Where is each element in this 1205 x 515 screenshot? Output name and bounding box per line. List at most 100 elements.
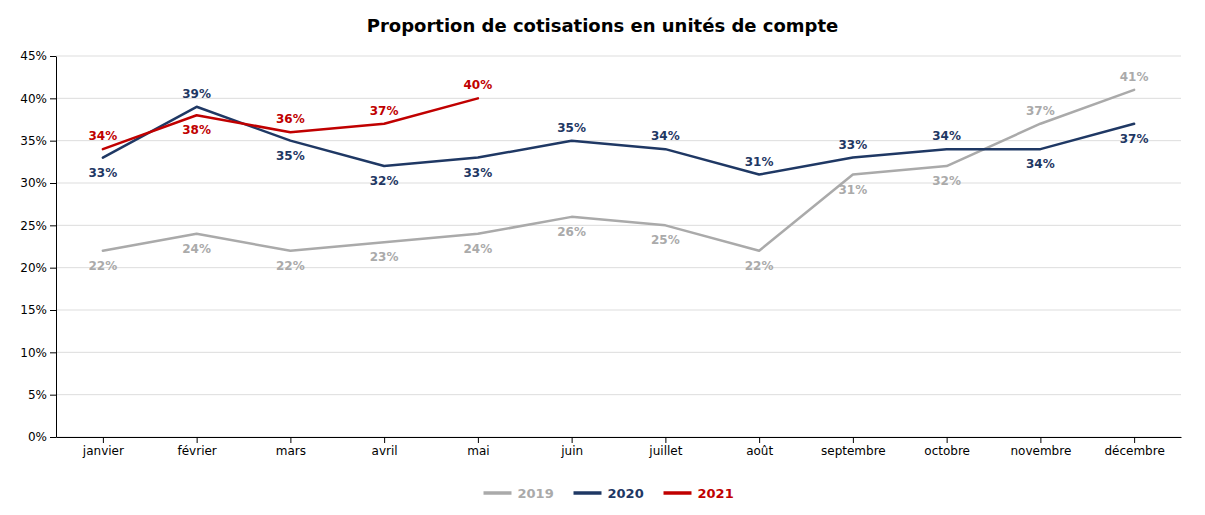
legend-item: 2019	[484, 486, 554, 501]
grid-line	[56, 98, 1181, 99]
y-axis: 0% 5% 10% 15% 20% 25% 30% 35% 40% 45%	[20, 49, 56, 444]
legend-label: 2021	[698, 486, 734, 501]
grid-line	[56, 56, 1181, 57]
data-label: 32%	[932, 174, 961, 188]
x-tick-label: octobre	[924, 444, 970, 458]
grid-line	[56, 267, 1181, 268]
y-axis-line	[56, 57, 57, 438]
data-label: 37%	[1120, 132, 1149, 146]
x-tick-mark	[665, 437, 666, 443]
x-tick-label: mars	[276, 444, 306, 458]
legend-item: 2021	[664, 486, 734, 501]
x-tick-mark	[572, 437, 573, 443]
y-tick-mark	[50, 56, 56, 57]
y-tick: 15%	[20, 303, 56, 317]
lines	[103, 90, 1134, 251]
y-tick-mark	[50, 395, 56, 396]
data-label: 33%	[89, 166, 118, 180]
x-tick-label: janvier	[82, 444, 124, 458]
x-tick-label: mai	[467, 444, 489, 458]
data-label: 22%	[745, 259, 774, 273]
y-tick: 10%	[20, 346, 56, 360]
x-tick-mark	[197, 437, 198, 443]
x-tick: août	[746, 437, 773, 458]
y-tick-mark	[50, 310, 56, 311]
x-tick-label: février	[177, 444, 216, 458]
grid-line	[56, 183, 1181, 184]
data-label: 34%	[932, 129, 961, 143]
data-label: 22%	[276, 259, 305, 273]
y-tick-label: 10%	[20, 346, 47, 360]
y-tick-mark	[50, 437, 56, 438]
y-tick: 30%	[20, 176, 56, 190]
legend: 201920202021	[484, 486, 734, 501]
y-tick-label: 35%	[20, 134, 47, 148]
x-tick-mark	[478, 437, 479, 443]
x-tick-mark	[759, 437, 760, 443]
y-tick-label: 5%	[28, 388, 47, 402]
series-line	[103, 107, 1134, 175]
y-tick: 25%	[20, 219, 56, 233]
data-label: 39%	[182, 87, 211, 101]
y-tick-mark	[50, 352, 56, 353]
x-tick-mark	[290, 437, 291, 443]
y-tick-label: 45%	[20, 49, 47, 63]
data-label: 31%	[745, 155, 774, 169]
y-tick-label: 40%	[20, 92, 47, 106]
y-tick: 45%	[20, 49, 56, 63]
x-tick: juin	[560, 437, 583, 458]
plot-area: 0% 5% 10% 15% 20% 25% 30% 35% 40% 45% janvier févri…	[20, 49, 1181, 457]
x-tick-label: novembre	[1010, 444, 1071, 458]
x-tick-mark	[947, 437, 948, 443]
x-tick: octobre	[924, 437, 970, 458]
y-tick-label: 15%	[20, 303, 47, 317]
x-tick-label: juillet	[648, 444, 682, 458]
x-axis-line	[57, 437, 1182, 438]
data-label: 37%	[1026, 104, 1055, 118]
x-tick-label: août	[746, 444, 773, 458]
x-tick: novembre	[1010, 437, 1071, 458]
data-label: 41%	[1120, 70, 1149, 84]
data-label: 22%	[89, 259, 118, 273]
data-labels: 22%24%22%23%24%26%25%22%31%32%37%41%33%3…	[89, 70, 1149, 273]
legend-label: 2019	[518, 486, 554, 501]
data-label: 36%	[276, 112, 305, 126]
data-label: 37%	[370, 104, 399, 118]
data-label: 35%	[276, 149, 305, 163]
data-label: 23%	[370, 250, 399, 264]
x-tick: février	[177, 437, 216, 458]
title: Proportion de cotisations en unités de c…	[367, 15, 838, 36]
y-tick: 35%	[20, 134, 56, 148]
x-axis: janvier février mars avril mai juin juillet aoû…	[57, 437, 1182, 458]
legend-swatch	[484, 491, 512, 495]
x-tick-label: avril	[372, 444, 398, 458]
data-label: 33%	[464, 166, 493, 180]
x-tick-mark	[1134, 437, 1135, 443]
legend-swatch	[664, 491, 692, 495]
x-tick-label: septembre	[821, 444, 886, 458]
y-tick-label: 20%	[20, 261, 47, 275]
grid-line	[56, 352, 1181, 353]
x-tick: mars	[276, 437, 306, 458]
y-tick-mark	[50, 141, 56, 142]
grid-line	[56, 310, 1181, 311]
data-label: 35%	[557, 121, 586, 135]
y-tick-label: 0%	[28, 430, 47, 444]
x-tick: janvier	[82, 437, 124, 458]
chart: 0% 5% 10% 15% 20% 25% 30% 35% 40% 45% janvier févri…	[0, 0, 1205, 515]
y-tick-mark	[50, 225, 56, 226]
data-label: 24%	[464, 242, 493, 256]
y-tick: 5%	[28, 388, 56, 402]
x-tick-label: décembre	[1104, 444, 1164, 458]
x-tick-label: juin	[560, 444, 583, 458]
y-tick-mark	[50, 98, 56, 99]
data-label: 24%	[182, 242, 211, 256]
series-line	[103, 98, 478, 149]
data-label: 34%	[89, 129, 118, 143]
x-tick: juillet	[648, 437, 682, 458]
data-label: 38%	[182, 123, 211, 137]
grid	[56, 56, 1181, 437]
data-label: 33%	[839, 138, 868, 152]
data-label: 26%	[557, 225, 586, 239]
data-label: 32%	[370, 174, 399, 188]
